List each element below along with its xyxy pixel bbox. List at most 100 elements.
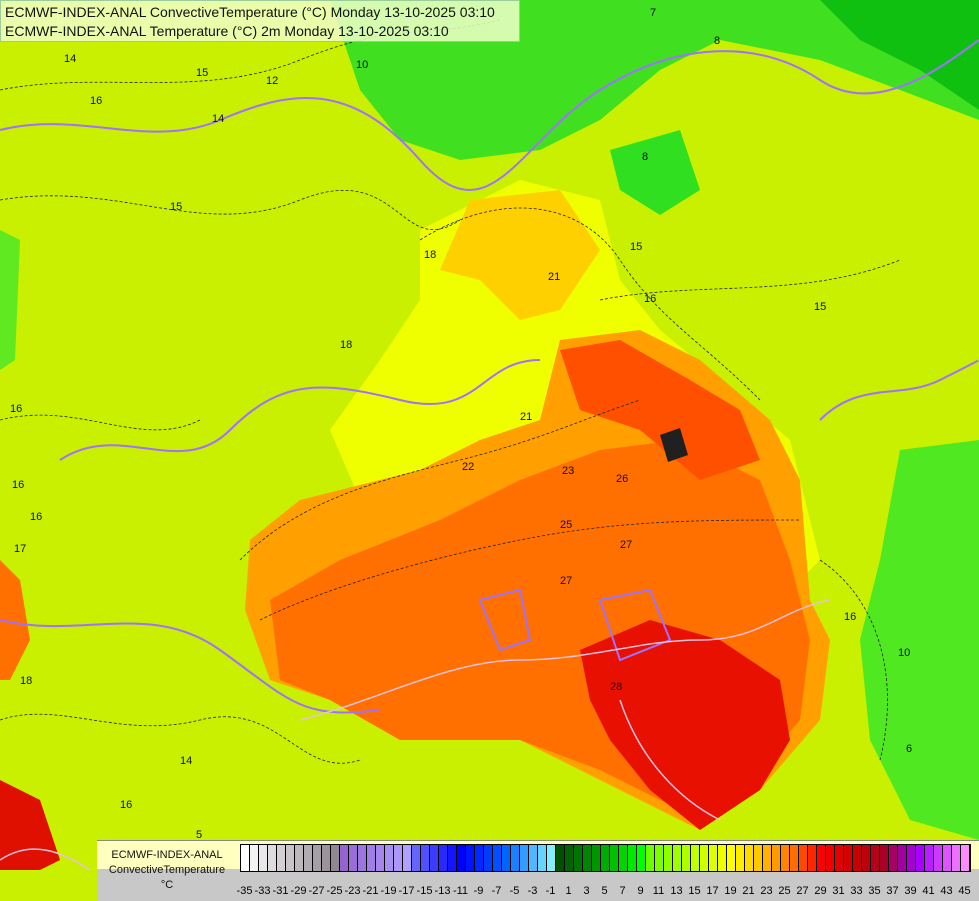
contour-label: 10 bbox=[898, 647, 910, 659]
legend-cell bbox=[493, 845, 502, 871]
legend-tick-label: -5 bbox=[509, 885, 520, 897]
contour-label: 7 bbox=[650, 7, 656, 19]
legend-cell bbox=[691, 845, 700, 871]
legend-cell bbox=[394, 845, 403, 871]
legend-cell bbox=[538, 845, 547, 871]
legend-cell bbox=[610, 845, 619, 871]
legend-tick-label: -13 bbox=[434, 885, 451, 897]
green-patch bbox=[610, 130, 700, 215]
contour-label: 16 bbox=[12, 479, 24, 491]
legend-cell bbox=[745, 845, 754, 871]
legend-tick-label: 33 bbox=[850, 885, 863, 897]
contour-label: 15 bbox=[170, 201, 182, 213]
legend-cell bbox=[601, 845, 610, 871]
contour-label: 12 bbox=[266, 75, 278, 87]
contour-label: 28 bbox=[610, 681, 622, 693]
legend-cell bbox=[673, 845, 682, 871]
legend-cell bbox=[358, 845, 367, 871]
legend-cell bbox=[250, 845, 259, 871]
legend-tick-label: -7 bbox=[491, 885, 502, 897]
legend-cell bbox=[871, 845, 880, 871]
legend-tick-label: 5 bbox=[601, 885, 608, 897]
legend-tick-label: 9 bbox=[637, 885, 644, 897]
contour-label: 21 bbox=[520, 411, 532, 423]
legend-cell bbox=[925, 845, 934, 871]
contour-label: 26 bbox=[616, 473, 628, 485]
legend-cell bbox=[421, 845, 430, 871]
legend-cell bbox=[349, 845, 358, 871]
contour-label: 8 bbox=[642, 151, 648, 163]
legend-tick-label: 43 bbox=[940, 885, 953, 897]
legend-tick-label: 7 bbox=[619, 885, 626, 897]
contour-label: 21 bbox=[548, 271, 560, 283]
legend-cell bbox=[565, 845, 574, 871]
contour-label: 16 bbox=[644, 293, 656, 305]
legend-cell bbox=[502, 845, 511, 871]
green-region-east bbox=[860, 440, 979, 840]
legend-tick-label: 35 bbox=[868, 885, 881, 897]
legend-cell bbox=[655, 845, 664, 871]
legend-cell bbox=[781, 845, 790, 871]
legend-cell bbox=[907, 845, 916, 871]
legend-cell bbox=[916, 845, 925, 871]
legend-cell bbox=[709, 845, 718, 871]
legend-cell bbox=[637, 845, 646, 871]
legend-cell bbox=[799, 845, 808, 871]
legend-tick-label: -29 bbox=[290, 885, 307, 897]
dark-core bbox=[660, 428, 688, 462]
legend-tick-label: 31 bbox=[832, 885, 845, 897]
legend-cell bbox=[457, 845, 466, 871]
legend-cell bbox=[385, 845, 394, 871]
contour-label: 17 bbox=[14, 543, 26, 555]
legend-cell bbox=[583, 845, 592, 871]
legend-cell bbox=[736, 845, 745, 871]
legend-tick-label: -35 bbox=[236, 885, 253, 897]
legend-cell bbox=[331, 845, 340, 871]
legend-tick-label: 3 bbox=[583, 885, 590, 897]
contour-label: 14 bbox=[180, 755, 192, 767]
contour-label-group: 14 16 15 12 14 15 10 7 8 8 18 21 15 16 1… bbox=[10, 7, 912, 841]
legend-tick-label: -27 bbox=[308, 885, 325, 897]
legend-cell bbox=[772, 845, 781, 871]
legend-cell bbox=[556, 845, 565, 871]
contour-label: 16 bbox=[30, 511, 42, 523]
legend-cell bbox=[475, 845, 484, 871]
legend-cell bbox=[403, 845, 412, 871]
hot-patch-north bbox=[560, 340, 760, 480]
legend-cell bbox=[961, 845, 970, 871]
legend-unit: °C bbox=[160, 879, 174, 891]
legend-cell bbox=[241, 845, 250, 871]
legend-tick-label: 29 bbox=[814, 885, 827, 897]
legend-cell bbox=[547, 845, 556, 871]
legend-cell bbox=[817, 845, 826, 871]
legend-cell bbox=[619, 845, 628, 871]
legend-tick-label: 25 bbox=[778, 885, 791, 897]
legend-cell bbox=[511, 845, 520, 871]
legend-tick-label: -33 bbox=[254, 885, 271, 897]
contour-lines bbox=[0, 19, 901, 764]
contour-label: 5 bbox=[196, 829, 202, 841]
contour-label: 25 bbox=[560, 519, 572, 531]
legend-tick-label: -23 bbox=[344, 885, 361, 897]
contour-label: 18 bbox=[340, 339, 352, 351]
legend-cell bbox=[430, 845, 439, 871]
legend-cell bbox=[952, 845, 961, 871]
legend-cell bbox=[808, 845, 817, 871]
legend-cell bbox=[412, 845, 421, 871]
legend-tick-label: 23 bbox=[760, 885, 773, 897]
title-line-2m-temperature: ECMWF-INDEX-ANAL Temperature (°C) 2m Mon… bbox=[5, 23, 449, 39]
legend-cell bbox=[646, 845, 655, 871]
legend-cell bbox=[286, 845, 295, 871]
contour-label: 15 bbox=[814, 301, 826, 313]
legend-cell bbox=[520, 845, 529, 871]
legend-cell bbox=[826, 845, 835, 871]
legend-tick-label: -25 bbox=[326, 885, 343, 897]
legend-cell bbox=[376, 845, 385, 871]
legend-cell bbox=[322, 845, 331, 871]
legend-cell bbox=[898, 845, 907, 871]
legend-cell bbox=[844, 845, 853, 871]
legend-cell bbox=[448, 845, 457, 871]
legend-cell bbox=[484, 845, 493, 871]
contour-label: 22 bbox=[462, 461, 474, 473]
legend-tick-label: -21 bbox=[362, 885, 379, 897]
